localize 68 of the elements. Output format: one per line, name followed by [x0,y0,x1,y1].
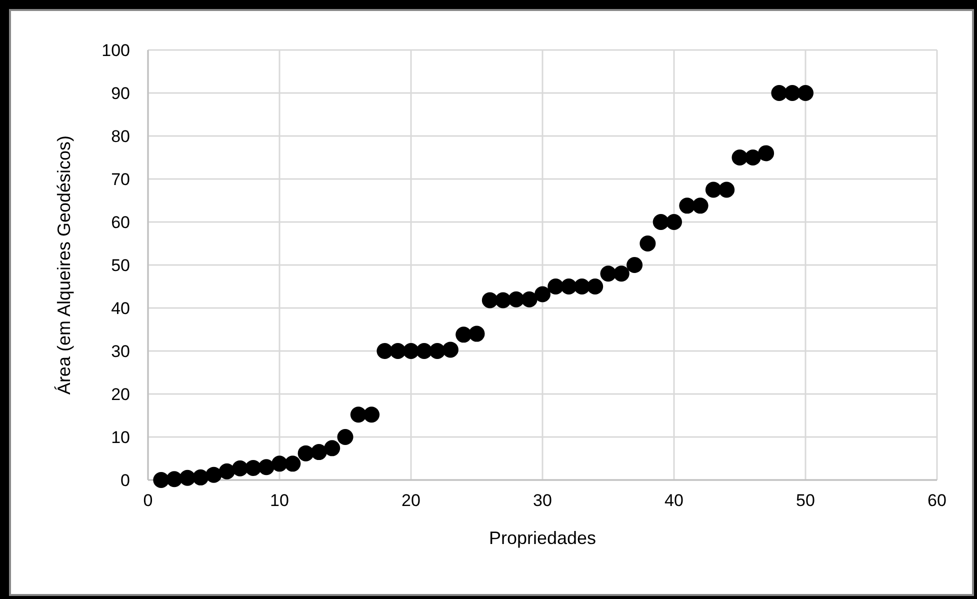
point [206,466,222,483]
point [587,278,604,294]
y-tick-label: 40 [111,299,130,318]
point [350,406,366,423]
point [626,257,643,273]
point [652,214,669,230]
point [166,471,182,488]
y-tick-label: 70 [111,170,130,189]
point [179,470,196,486]
point [218,463,235,480]
point [376,343,393,359]
y-axis-title: Área (em Alqueires Geodésicos) [54,135,74,395]
y-tick-label: 90 [111,84,130,103]
point [705,182,722,198]
y-tick-label: 10 [111,428,130,447]
point [337,429,354,445]
point [258,459,274,476]
point [548,278,564,294]
point [429,343,446,359]
point [640,236,656,252]
x-tick-label: 20 [402,491,420,510]
point [298,445,314,462]
point [245,460,262,476]
x-tick-label: 30 [533,491,552,510]
x-tick-label: 40 [664,491,684,510]
x-tick-label: 50 [796,491,815,510]
y-tick-label: 60 [111,213,130,232]
point [771,85,788,101]
x-tick-label: 60 [928,491,946,510]
point [310,444,327,460]
point [153,472,170,488]
point [692,198,708,214]
y-tick-label: 0 [120,471,130,490]
x-axis-title: Propriedades [488,528,596,548]
point [744,150,761,166]
x-tick-label: 0 [143,491,153,510]
point [613,266,630,282]
point [718,182,735,198]
point [456,326,472,343]
point [574,278,590,294]
point [758,145,774,162]
y-tick-label: 50 [111,256,130,275]
point [364,406,380,423]
y-tick-label: 100 [102,41,130,60]
point [192,469,209,486]
point [468,326,485,342]
y-tick-label: 20 [111,385,130,404]
y-tick-label: 30 [111,342,130,361]
point [508,291,524,308]
point [324,440,340,456]
point [442,342,458,358]
point [560,278,577,294]
point [495,292,512,308]
point [798,85,814,101]
point [784,85,800,101]
x-tick-label: 10 [270,491,289,510]
point [679,198,696,214]
point [666,214,682,230]
point [521,291,538,308]
point [482,292,498,308]
point [232,460,248,476]
point [534,286,550,302]
point [416,343,432,359]
point [403,343,419,359]
y-tick-label: 80 [111,127,130,146]
point [272,456,288,472]
point [284,456,301,472]
point [390,343,406,359]
